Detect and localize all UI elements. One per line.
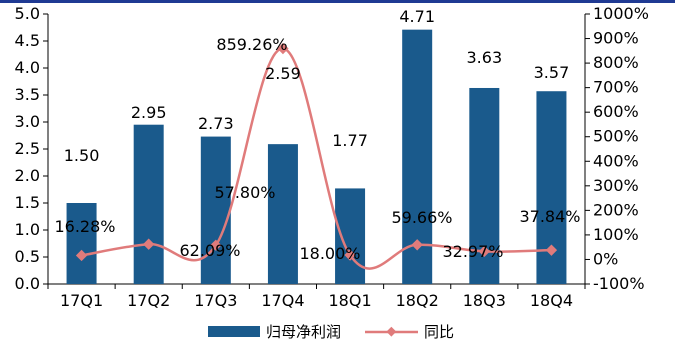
line-data-label: 37.84% [519,207,580,226]
bar-data-label: 2.95 [131,103,167,122]
bar [67,203,97,284]
legend-swatch-marker [386,327,396,337]
x-axis-tick-label: 17Q2 [127,291,170,310]
left-axis-tick-label: 0.0 [15,274,40,293]
x-axis-tick-label: 18Q2 [396,291,439,310]
right-axis-tick-label: 400% [593,151,639,170]
left-axis-tick-label: 2.0 [15,166,40,185]
x-axis-tick-label: 18Q4 [530,291,573,310]
legend-swatch-bar [208,326,260,337]
right-axis-tick-label: 100% [593,225,639,244]
x-axis-tick-label: 17Q3 [194,291,237,310]
left-axis-tick-label: 2.5 [15,139,40,158]
line-data-label: 18.00% [299,244,360,263]
right-axis-tick-label: 300% [593,176,639,195]
bar [335,188,365,284]
x-axis-tick-label: 18Q3 [463,291,506,310]
left-axis-tick-label: 0.5 [15,247,40,266]
left-axis-tick-label: 1.5 [15,193,40,212]
right-axis-tick-label: 600% [593,102,639,121]
right-axis-tick-label: 200% [593,200,639,219]
x-axis-tick-label: 18Q1 [328,291,371,310]
left-axis-tick-label: 5.0 [15,4,40,23]
bar [201,137,231,284]
legend-label-line: 同比 [424,323,454,341]
left-axis-tick-label: 4.5 [15,31,40,50]
bar [134,125,164,284]
left-axis-tick-label: 4.0 [15,58,40,77]
top-border-rule [0,0,675,3]
bar-data-label: 1.50 [64,146,100,165]
right-axis-tick-label: 500% [593,127,639,146]
right-axis-tick-label: 0% [593,249,618,268]
x-axis-tick-label: 17Q1 [60,291,103,310]
left-axis-tick-label: 1.0 [15,220,40,239]
right-axis-tick-label: 700% [593,78,639,97]
line-data-label: 57.80% [214,183,275,202]
bar-data-label: 4.71 [399,7,435,26]
bar-data-label: 2.59 [265,64,301,83]
bar-data-label: 2.73 [198,114,234,133]
bar-data-label: 3.63 [467,48,503,67]
line-data-label: 16.28% [54,217,115,236]
right-axis-tick-label: 1000% [593,4,649,23]
left-axis-tick-label: 3.5 [15,85,40,104]
bar [268,144,298,284]
line-data-label: 859.26% [216,35,287,54]
right-axis-tick-label: 900% [593,29,639,48]
line-data-label: 62.09% [179,241,240,260]
left-axis-tick-label: 3.0 [15,112,40,131]
legend-label-bar: 归母净利润 [266,323,341,341]
bar-data-label: 3.57 [534,63,570,82]
right-axis-tick-label: -100% [593,274,645,293]
line-data-label: 32.97% [442,242,503,261]
x-axis-tick-label: 17Q4 [261,291,304,310]
line-data-label: 59.66% [391,208,452,227]
bar-data-label: 1.77 [332,131,368,150]
right-axis-tick-label: 800% [593,53,639,72]
